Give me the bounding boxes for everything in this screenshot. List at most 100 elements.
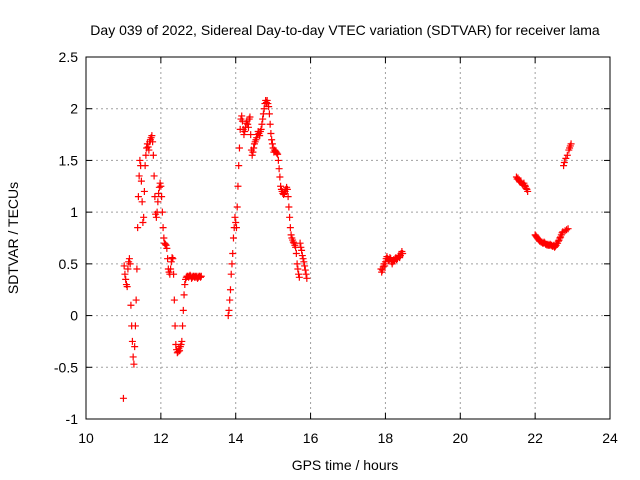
data-point [122,275,130,283]
data-point [169,255,177,263]
data-point [132,296,140,304]
data-point [127,301,135,309]
data-point [286,213,294,221]
data-point [264,100,272,108]
data-points [119,96,575,402]
data-point [273,149,281,157]
data-point [259,115,267,123]
chart-title: Day 039 of 2022, Sidereal Day-to-day VTE… [90,22,600,38]
data-point [131,343,139,351]
data-point [160,234,168,242]
data-point [235,162,243,170]
data-point [152,213,160,221]
x-tick-label: 22 [527,430,543,446]
data-point [119,394,127,402]
data-point [134,224,142,232]
data-point [162,241,170,249]
x-tick-label: 16 [303,430,319,446]
data-point [150,172,158,180]
data-point [257,125,265,133]
data-point [168,254,176,262]
data-point [159,224,167,232]
data-point [148,132,156,140]
x-tick-label: 14 [228,430,244,446]
data-point [120,262,128,270]
data-point [141,162,149,170]
data-point [381,262,389,270]
data-point [524,187,532,195]
data-point [560,162,568,170]
x-tick-label: 12 [153,430,169,446]
data-point [285,203,293,211]
data-point [399,250,407,258]
data-point [294,265,302,273]
data-point [140,187,148,195]
y-axis-label: SDTVAR / TECUs [5,182,21,294]
data-point [161,240,169,248]
data-point [241,127,249,135]
data-point [266,120,274,128]
data-point [174,348,182,356]
data-point [250,144,258,152]
y-tick-label: 1.5 [59,152,79,168]
data-point [267,130,275,138]
data-point [238,112,246,120]
y-axis: -1 -0.5 0 0.5 1 1.5 2 2.5 [54,49,610,427]
data-point [134,193,142,201]
data-point [563,151,571,159]
data-point [244,123,252,131]
x-tick-label: 18 [378,430,394,446]
y-tick-label: 2 [70,101,78,117]
data-point [129,353,137,361]
data-point [247,131,255,139]
data-point [560,158,568,166]
data-point [130,360,138,368]
plot-frame [85,56,611,420]
data-point [296,239,304,247]
x-tick-label: 24 [602,430,618,446]
data-point [275,165,283,173]
data-point [126,260,134,268]
data-point [170,270,178,278]
data-point [298,252,306,260]
data-point [157,182,165,190]
data-point [297,243,305,251]
data-point [295,270,303,278]
data-point [171,322,179,330]
data-point [145,146,153,154]
data-point [260,105,268,113]
data-point [293,260,301,268]
data-point [156,179,164,187]
data-point [280,191,288,199]
y-tick-label: 2.5 [59,49,79,65]
data-point [277,182,285,190]
data-point [142,151,150,159]
data-point [301,266,309,274]
data-point [522,184,530,192]
data-point [226,296,234,304]
data-point [138,198,146,206]
data-point [246,113,254,121]
data-point [180,291,188,299]
data-point [258,120,266,128]
data-point [292,250,300,258]
data-point [133,265,141,273]
data-point [554,237,562,245]
data-point [179,306,187,314]
data-point [137,177,145,185]
y-tick-label: -1 [66,411,79,427]
data-point [231,213,239,221]
data-point [167,258,175,266]
data-point [155,183,163,191]
data-point [302,270,310,278]
data-point [283,185,291,193]
data-point [178,337,186,345]
data-point [224,312,232,320]
data-point [300,258,308,266]
data-point [228,260,236,268]
data-point [289,238,297,246]
data-point [225,306,233,314]
data-point [232,224,240,232]
data-point [197,272,205,280]
data-point [287,231,295,239]
